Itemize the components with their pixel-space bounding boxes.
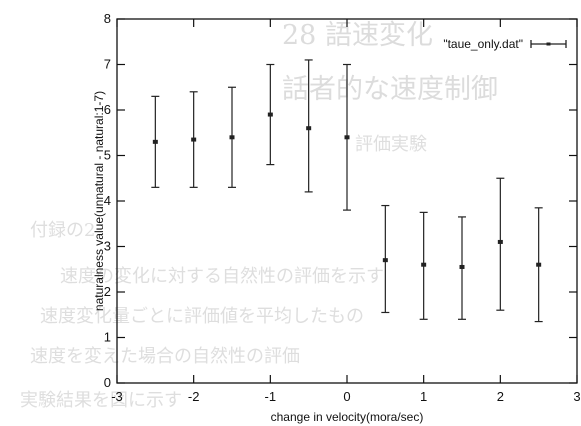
error-bar-point — [189, 91, 198, 188]
y-tick-label: 7 — [104, 57, 111, 72]
x-tick-label: 2 — [497, 389, 504, 404]
y-tick-label: 4 — [104, 193, 111, 208]
data-point-marker — [344, 135, 350, 140]
error-bar-point — [343, 63, 351, 211]
data-point-marker — [421, 262, 427, 267]
legend-swatch-marker — [546, 42, 551, 46]
error-bar-point — [534, 207, 543, 323]
data-point-marker — [382, 258, 388, 263]
error-bar-point — [151, 95, 160, 188]
legend-series-label: "taue_only.dat" — [443, 37, 523, 51]
error-bar-point — [496, 177, 505, 311]
x-tick-label: -1 — [265, 389, 277, 404]
y-tick-label: 1 — [104, 330, 111, 345]
y-tick-label: 0 — [104, 375, 111, 390]
bg-text-line3: 評価実験 — [355, 134, 427, 155]
data-point-marker — [229, 135, 235, 140]
data-point-marker — [536, 262, 542, 267]
background-bleed-text: 28 語速変化 話者的な速度制御 評価実験 付録の2 速度の変化に対する自然性の… — [20, 20, 498, 411]
bg-text-line2: 話者的な速度制御 — [282, 74, 498, 105]
data-point-marker — [497, 239, 503, 244]
x-tick-label: 0 — [343, 389, 350, 404]
legend: "taue_only.dat" — [443, 37, 567, 51]
error-bar-point — [419, 211, 428, 320]
bg-text-line8: 実験結果を図に示す — [20, 390, 182, 411]
data-point-marker — [306, 126, 312, 131]
y-tick-label: 8 — [104, 11, 111, 26]
bg-text-line6: 速度変化量ごとに評価値を平均したもの — [40, 306, 364, 327]
error-bar-point — [458, 216, 466, 320]
bg-text-line1: 28 語速変化 — [282, 20, 433, 51]
bg-text-line5: 速度の変化に対する自然性の評価を示す — [60, 266, 384, 287]
error-bar-point — [266, 63, 275, 166]
y-tick-label: 2 — [104, 284, 111, 299]
x-tick-label: -3 — [111, 389, 123, 404]
data-point-marker — [191, 137, 197, 142]
y-tick-label: 3 — [104, 239, 111, 254]
error-bar-point — [228, 86, 236, 188]
bg-text-line4: 付録の2 — [30, 220, 95, 241]
bg-text-line7: 速度を変えた場合の自然性の評価 — [30, 346, 300, 367]
data-point-marker — [267, 112, 273, 117]
axis-tick-labels: 0 1 2 3 4 5 6 7 8 -3 -2 -1 0 1 2 3 — [104, 11, 581, 404]
error-bar-point — [381, 204, 390, 314]
y-tick-label: 5 — [104, 148, 111, 163]
x-tick-label: 1 — [420, 389, 427, 404]
y-tick-label: 6 — [104, 102, 111, 117]
axis-ticks — [116, 18, 578, 384]
data-point-marker — [152, 139, 158, 144]
data-point-marker — [459, 264, 465, 269]
y-axis-label: naturalness value(unnatural - natural:1-… — [92, 91, 106, 311]
x-tick-label: 3 — [573, 389, 580, 404]
x-axis-label: change in velocity(mora/sec) — [271, 410, 424, 424]
error-bar-point — [304, 59, 313, 193]
series-taue-only — [151, 59, 543, 323]
x-tick-label: -2 — [188, 389, 200, 404]
